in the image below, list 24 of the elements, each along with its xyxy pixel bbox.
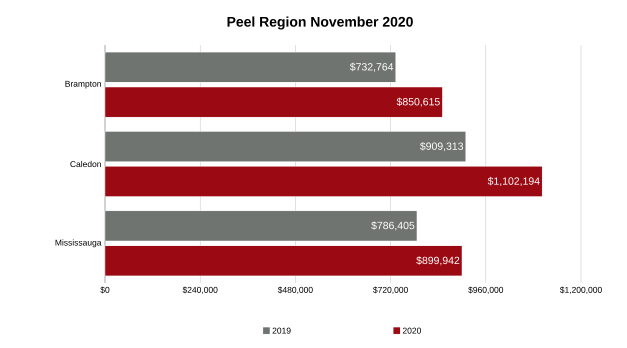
y-tick-label: Brampton: [65, 80, 101, 88]
data-label: $1,102,194: [488, 176, 540, 186]
bar: [104, 52, 396, 82]
data-label: $732,764: [350, 62, 394, 72]
legend-label: 2020: [402, 328, 421, 334]
legend-label: 2019: [272, 328, 291, 334]
bar: [104, 210, 418, 242]
data-label: $899,942: [416, 256, 460, 266]
bar: [104, 166, 542, 197]
bar: [104, 131, 466, 162]
bar: [104, 246, 462, 276]
x-tick-label: $240,000: [182, 286, 218, 294]
data-label: $850,615: [396, 98, 440, 107]
x-tick-label: $480,000: [278, 286, 313, 294]
bar: [104, 86, 443, 118]
x-tick-label: $1,200,000: [560, 286, 602, 294]
chart-title: Peel Region November 2020: [228, 16, 413, 30]
data-label: $909,313: [420, 142, 464, 152]
data-label: $786,405: [371, 221, 414, 230]
y-tick-label: Mississauga: [56, 239, 102, 248]
x-tick-label: $720,000: [373, 286, 408, 294]
x-tick-label: $960,000: [468, 286, 504, 294]
y-tick-label: Caledon: [70, 160, 101, 168]
x-tick-label: $0: [100, 286, 110, 294]
